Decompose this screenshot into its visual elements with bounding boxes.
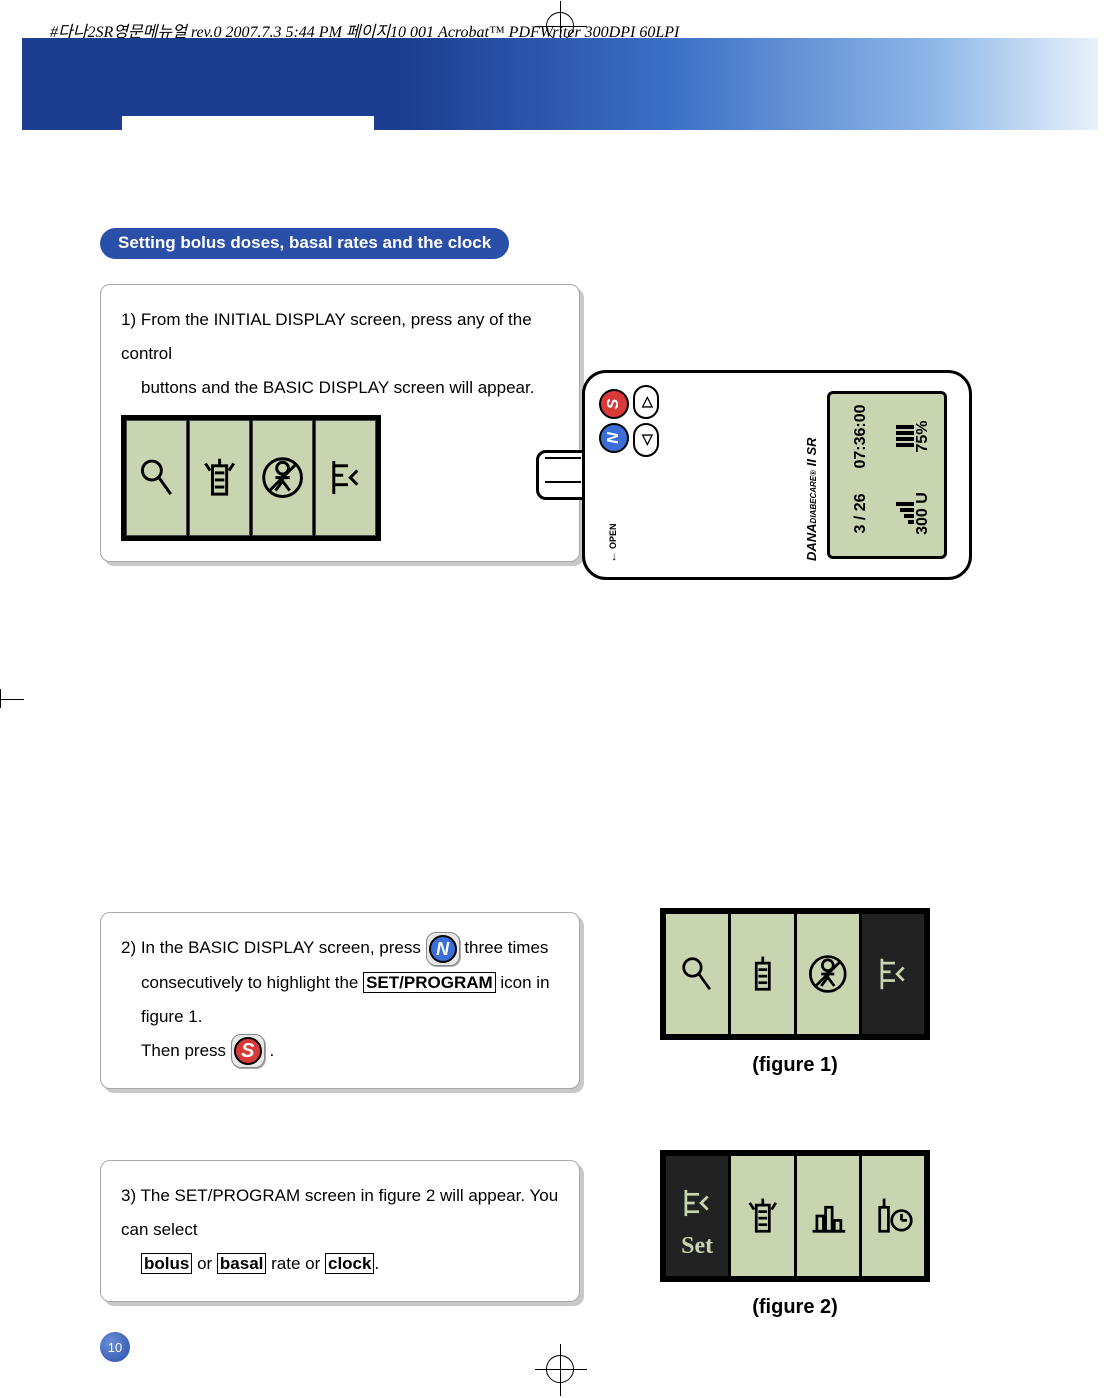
device-pct: 75% <box>914 398 932 475</box>
step-2-card: 2) In the BASIC DISPLAY screen, press th… <box>100 912 580 1089</box>
crop-mark-bottom <box>546 1355 574 1388</box>
fig1-cell-review-icon <box>666 914 728 1034</box>
lcd-cell-review-icon <box>126 420 187 536</box>
device-units-cell: 300 U <box>896 475 932 552</box>
s-button-icon <box>231 1034 265 1068</box>
fig2-cell-basal-icon <box>797 1156 859 1276</box>
n-button-icon <box>426 932 460 966</box>
device-buttons: N S ◁ ▷ <box>599 385 659 457</box>
figure-1 <box>660 908 930 1040</box>
set-program-box: SET/PROGRAM <box>363 972 496 993</box>
device-left-arrow: ◁ <box>633 423 659 457</box>
fig1-cell-suspend-icon <box>797 914 859 1034</box>
device-time: 07:36:00 <box>852 398 870 475</box>
step3-line1: 3) The SET/PROGRAM screen in figure 2 wi… <box>121 1179 559 1247</box>
figure-2: Set <box>660 1150 930 1282</box>
section-title: Setting bolus doses, basal rates and the… <box>100 228 509 259</box>
lcd-cell-set-icon <box>315 420 376 536</box>
step3-line2: bolus or basal rate or clock. <box>121 1247 559 1281</box>
step2-line3: Then press . <box>121 1034 559 1069</box>
fig2-cell-clock-icon <box>862 1156 924 1276</box>
basic-display-strip <box>121 415 381 541</box>
basal-box: basal <box>217 1253 266 1274</box>
step-3-card: 3) The SET/PROGRAM screen in figure 2 wi… <box>100 1160 580 1302</box>
crop-mark-left <box>0 690 1 708</box>
header-banner <box>22 38 1098 130</box>
fig2-set-label: Set <box>681 1233 713 1260</box>
device-cap <box>536 450 586 500</box>
clock-box: clock <box>325 1253 374 1274</box>
lcd-cell-suspend-icon <box>252 420 313 536</box>
figure-1-caption: (figure 1) <box>660 1054 930 1077</box>
step1-line1: 1) From the INITIAL DISPLAY screen, pres… <box>121 303 559 371</box>
fig1-cell-set-icon-selected <box>862 914 924 1034</box>
device-brand: DANADIABECARE® II SR <box>804 437 819 561</box>
device-illustration: OPEN N S ◁ ▷ DANADIABECARE® II SR 3 / 26… <box>582 370 972 580</box>
device-units: 300 U <box>914 475 932 552</box>
device-pct-cell: 75% <box>896 398 932 475</box>
fig2-cell-bolus-icon <box>731 1156 793 1276</box>
step-1-card: 1) From the INITIAL DISPLAY screen, pres… <box>100 284 580 562</box>
device-screen: 3 / 26 07:36:00 300 U 75% <box>827 391 947 559</box>
device-n-button: N <box>599 423 629 453</box>
step2-line1: 2) In the BASIC DISPLAY screen, press th… <box>121 931 559 966</box>
header-tab <box>122 116 374 142</box>
device-open-label: OPEN <box>605 523 619 563</box>
figure-2-caption: (figure 2) <box>660 1296 930 1319</box>
fig1-cell-bolus-icon <box>731 914 793 1034</box>
page-number: 10 <box>100 1332 130 1362</box>
device-right-arrow: ▷ <box>633 385 659 419</box>
step2-line2: consecutively to highlight the SET/PROGR… <box>121 966 559 1034</box>
fig2-cell-set-selected: Set <box>666 1156 728 1276</box>
step1-line2: buttons and the BASIC DISPLAY screen wil… <box>121 371 559 405</box>
device-body: OPEN N S ◁ ▷ DANADIABECARE® II SR 3 / 26… <box>582 370 972 580</box>
device-date: 3 / 26 <box>852 475 870 552</box>
lcd-cell-bolus-icon <box>189 420 250 536</box>
bolus-box: bolus <box>141 1253 192 1274</box>
device-s-button: S <box>599 389 629 419</box>
